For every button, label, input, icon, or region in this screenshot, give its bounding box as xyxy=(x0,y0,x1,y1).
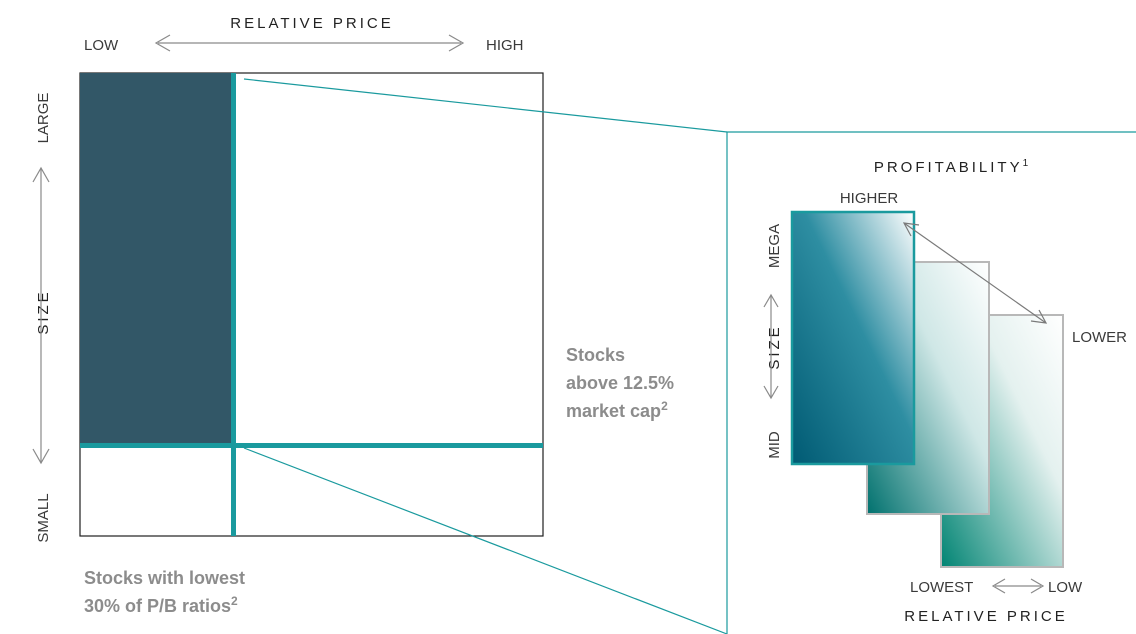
right-y-double-arrow-icon xyxy=(763,293,779,400)
x-axis-title: RELATIVE PRICE xyxy=(230,15,393,32)
x-low-label: LOW xyxy=(84,37,119,54)
size-note: Stocks above 12.5% market cap2 xyxy=(566,345,679,421)
x-low-label-right: LOW xyxy=(1048,579,1083,596)
right-y-axis-title: SIZE xyxy=(766,324,783,369)
value-note: Stocks with lowest 30% of P/B ratios2 xyxy=(84,568,250,616)
profitability-arrow-icon xyxy=(902,222,1048,324)
z-axis-title: PROFITABILITY1 xyxy=(874,158,1029,176)
right-x-axis-title: RELATIVE PRICE xyxy=(904,608,1067,625)
right-x-double-arrow-icon xyxy=(991,578,1045,594)
x-high-label: HIGH xyxy=(486,37,524,54)
y-double-arrow-icon xyxy=(32,166,50,465)
z-low-label: LOWER xyxy=(1072,329,1127,346)
zoom-panel-frame xyxy=(726,131,1136,634)
y-small-label: SMALL xyxy=(35,493,52,542)
right-diagram: PROFITABILITY1 HIGHER LOWER MEGA SIZE MI… xyxy=(726,131,1136,634)
zoom-connector xyxy=(243,78,728,634)
panel-higher-profitability xyxy=(790,210,916,466)
left-diagram: RELATIVE PRICE LOW HIGH LARGE SIZE SMALL… xyxy=(32,15,679,616)
x-lowest-label: LOWEST xyxy=(910,579,973,596)
z-high-label: HIGHER xyxy=(840,190,899,207)
size-divider-line xyxy=(80,443,543,448)
y-large-label: LARGE xyxy=(35,93,52,144)
y-axis-title: SIZE xyxy=(35,289,52,334)
x-double-arrow-icon xyxy=(154,34,465,52)
value-large-cell xyxy=(80,73,233,445)
y-mid-label: MID xyxy=(766,431,783,459)
y-mega-label: MEGA xyxy=(766,224,783,268)
value-divider-line xyxy=(231,73,236,536)
